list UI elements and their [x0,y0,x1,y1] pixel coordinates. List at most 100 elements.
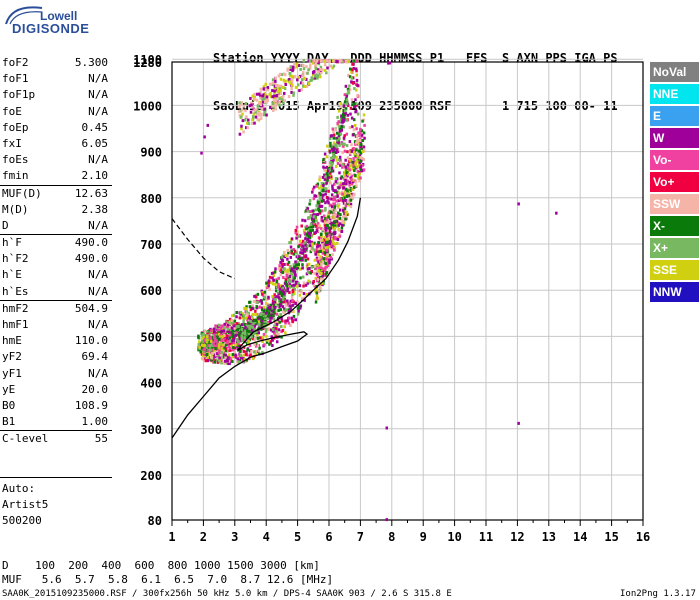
echo-point [348,181,351,185]
echo-point [321,175,325,179]
echo-point [253,350,256,354]
echo-point [251,306,254,310]
echo-point [268,288,271,292]
echo-point [359,159,363,163]
echo-point [266,320,270,324]
echo-point [314,231,317,235]
echo-point [332,241,335,245]
echo-point [348,125,352,129]
echo-point [330,205,334,209]
echo-point [274,296,277,300]
echo-point [223,322,226,326]
echo-point [326,253,329,257]
legend-item: E [650,106,699,126]
echo-point [274,297,277,301]
echo-point [331,226,335,230]
echo-point [324,208,327,212]
echo-point [263,296,267,300]
echo-point [310,265,313,269]
echo-point [355,78,359,82]
echo-point [263,290,267,294]
echo-point [267,279,271,283]
echo-point [250,103,253,107]
echo-point [341,199,345,203]
echo-point [294,280,298,284]
param-name: foEp [2,120,29,134]
echo-point [274,104,278,108]
echo-point [282,295,286,299]
echo-point [302,74,305,78]
echo-point [320,71,323,75]
echo-point [265,298,269,302]
echo-point [323,68,327,72]
echo-point [264,88,268,92]
echo-point [260,322,264,326]
echo-point [345,118,349,122]
echo-point [337,109,341,113]
echo-point [279,308,283,312]
echo-point [259,313,263,317]
echo-point [239,348,242,352]
echo-point [250,349,253,353]
echo-point [327,219,331,223]
echo-point [328,242,331,246]
echo-point [280,262,284,266]
echo-point [286,276,290,280]
echo-point [224,331,228,335]
echo-point [271,306,275,310]
x-tick-label: 10 [447,530,461,544]
echo-point [334,224,337,228]
echo-point [335,139,339,143]
echo-point [345,192,349,196]
echo-point [317,241,320,245]
echo-point [267,281,270,285]
echo-point [275,340,279,344]
echo-point [245,335,249,339]
param-value: 110.0 [74,334,108,348]
echo-point [298,267,302,271]
echo-point [314,64,317,68]
echo-point [324,260,328,264]
param-name: foEs [2,153,29,167]
echo-point [332,231,336,235]
footer-version: Ion2Png 1.3.17 [620,589,696,599]
echo-point [341,223,344,227]
echo-point [294,228,298,232]
footer-muf-row: MUF 5.6 5.7 5.8 6.1 6.5 7.0 8.7 12.6 [MH… [2,573,334,586]
echo-point [339,197,343,201]
echo-point [344,176,348,180]
echo-point [292,252,296,256]
echo-point [289,67,292,71]
echo-point [302,229,306,233]
echo-point [345,144,349,148]
echo-point [341,165,344,169]
echo-point [226,329,229,333]
echo-point [311,228,315,232]
legend-item: NNW [650,282,699,302]
echo-point [298,293,302,297]
echo-point [345,94,348,98]
echo-point [261,335,265,339]
echo-point [267,313,271,317]
echo-point [216,346,219,350]
echo-point [274,102,278,106]
echo-point [326,243,329,247]
echo-point [348,183,351,187]
echo-point [309,59,312,63]
y-tick-label: 400 [140,377,162,391]
echo-point [203,356,206,360]
echo-point [347,203,351,207]
echo-point [233,346,236,350]
echo-point [277,309,280,313]
echo-point [328,149,332,153]
echo-point [321,196,324,200]
echo-point [209,336,212,340]
echo-point [312,73,315,77]
echo-point [245,329,249,333]
echo-point [284,253,288,257]
echo-point [308,198,312,202]
echo-point [333,205,336,209]
y-tick-label: 1280 [133,56,162,70]
echo-point [350,70,353,74]
param-value: 1.00 [81,415,109,429]
